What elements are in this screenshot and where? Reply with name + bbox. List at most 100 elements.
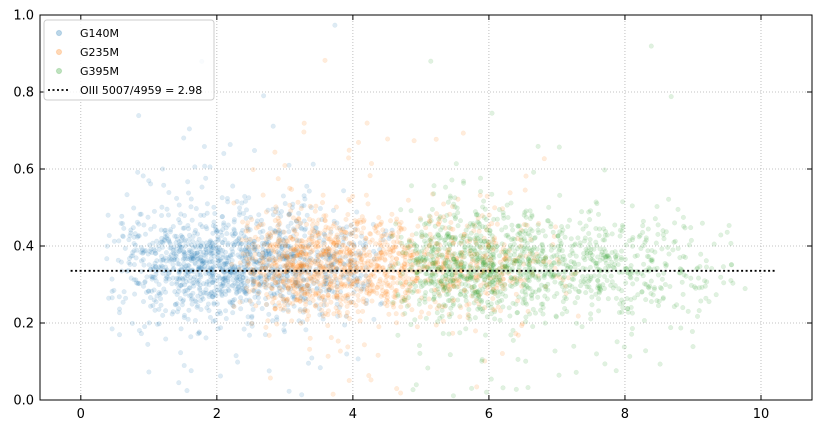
data-point [335, 234, 341, 240]
data-point [432, 223, 438, 229]
legend-label: OIII 5007/4959 = 2.98 [80, 84, 202, 97]
data-point [239, 255, 245, 261]
data-point [199, 224, 205, 230]
data-point [218, 310, 224, 317]
data-point [266, 332, 272, 338]
data-point [241, 259, 247, 265]
data-point [276, 250, 282, 256]
data-point [126, 255, 133, 262]
data-point [229, 261, 235, 267]
data-point [193, 250, 199, 257]
data-point [220, 281, 226, 287]
data-point [645, 284, 651, 290]
data-point [258, 275, 264, 281]
data-point [317, 263, 323, 269]
data-point [174, 257, 180, 263]
data-point [162, 230, 168, 236]
data-point [295, 248, 301, 254]
data-point [462, 244, 468, 250]
data-point [579, 209, 585, 215]
data-point [491, 235, 498, 241]
data-point [201, 266, 207, 272]
data-point [215, 234, 221, 240]
data-point [148, 181, 154, 187]
data-point [378, 293, 384, 299]
data-point [536, 277, 542, 283]
data-point [221, 276, 227, 282]
data-point [349, 230, 355, 236]
data-point [356, 275, 362, 282]
data-point [116, 310, 123, 316]
data-point [252, 272, 258, 278]
data-point [562, 234, 568, 240]
data-point [612, 283, 618, 289]
data-point [164, 206, 170, 212]
data-point [210, 293, 216, 299]
data-point [451, 301, 457, 307]
data-point [316, 280, 322, 287]
data-point [298, 225, 304, 231]
data-point [134, 219, 140, 225]
data-point [148, 226, 154, 232]
data-point [522, 289, 528, 295]
data-point [156, 306, 162, 312]
data-point [596, 273, 602, 279]
data-point [236, 288, 242, 295]
data-point [379, 233, 385, 239]
data-point [285, 223, 291, 230]
data-point [153, 271, 159, 277]
data-point [212, 224, 218, 230]
data-point [243, 207, 250, 213]
data-point [355, 297, 362, 303]
data-point [178, 350, 184, 356]
data-point [511, 252, 518, 258]
data-point [417, 314, 423, 320]
data-point [226, 288, 232, 294]
data-point [290, 253, 296, 259]
data-point [682, 225, 688, 231]
data-point [401, 226, 407, 232]
data-point [302, 227, 308, 233]
data-point [507, 283, 513, 289]
data-point [246, 246, 252, 252]
data-point [407, 258, 413, 264]
data-point [300, 250, 306, 256]
data-point [198, 265, 204, 271]
data-point [237, 299, 243, 305]
data-point [400, 311, 406, 318]
data-point [420, 264, 426, 270]
data-point [365, 279, 371, 285]
data-point [249, 216, 255, 223]
data-point [239, 298, 245, 305]
data-point [204, 305, 210, 311]
data-point [216, 273, 222, 279]
data-point [142, 231, 149, 237]
data-point [256, 282, 262, 288]
data-point [334, 295, 340, 301]
data-point [444, 232, 450, 238]
data-point [266, 236, 272, 242]
data-point [197, 265, 203, 271]
data-point [358, 258, 364, 265]
data-point [171, 257, 177, 263]
data-point [367, 173, 373, 179]
data-point [190, 233, 196, 240]
data-point [449, 177, 455, 183]
data-point [259, 259, 265, 265]
data-point [168, 227, 174, 233]
data-point [312, 259, 318, 265]
data-point [194, 231, 201, 237]
data-point [275, 223, 281, 229]
data-point [265, 262, 271, 268]
data-point [488, 376, 494, 382]
data-point [347, 283, 353, 289]
data-point [284, 253, 290, 259]
data-point [269, 293, 275, 299]
data-point [355, 356, 361, 362]
data-point [186, 126, 192, 132]
data-point [193, 206, 199, 212]
data-point [347, 281, 353, 287]
data-point [138, 211, 144, 217]
data-point [210, 318, 216, 324]
data-point [190, 238, 196, 245]
